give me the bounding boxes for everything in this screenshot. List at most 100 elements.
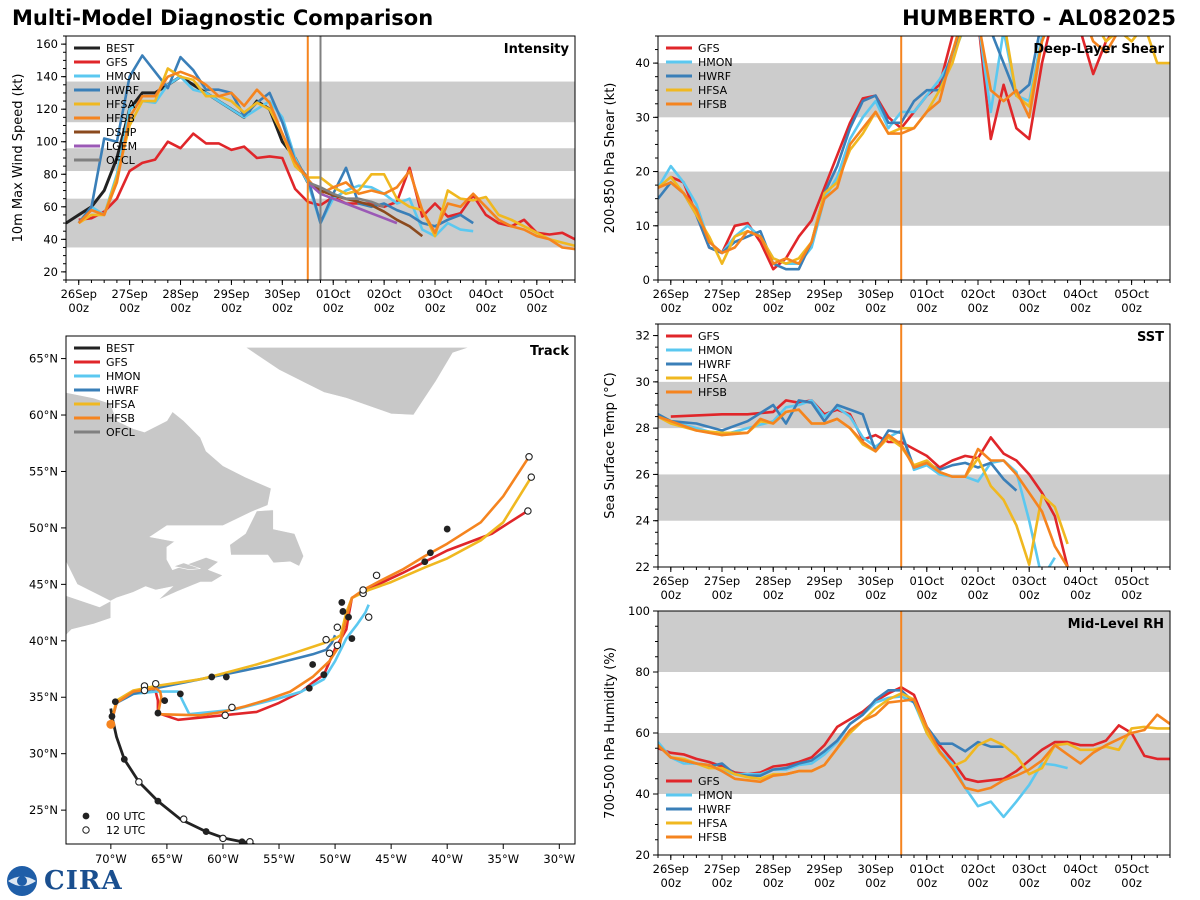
lon-tick-label: 55°W	[263, 852, 295, 866]
legend-label-12z: 12 UTC	[106, 824, 146, 837]
axes-frame	[65, 335, 576, 845]
x-tick-label: 03Oct	[1012, 287, 1047, 301]
lat-tick-label: 30°N	[29, 747, 58, 761]
track-point-00z	[108, 713, 116, 720]
legend-label-hfsb: HFSB	[106, 412, 135, 425]
track-point-00z	[426, 549, 434, 557]
legend-label-hfsa: HFSA	[698, 817, 728, 830]
x-tick-label: 05Oct	[1114, 574, 1149, 588]
x-tick-label-hour: 00z	[660, 301, 681, 315]
y-tick-label: 26	[635, 467, 650, 481]
track-point-12z	[246, 837, 254, 844]
x-tick-label-hour: 00z	[865, 301, 886, 315]
series-group	[658, 399, 1069, 567]
x-tick-label-hour: 00z	[814, 301, 835, 315]
legend-label-gfs: GFS	[698, 42, 720, 55]
panel-rh: 2040608010026Sep00z27Sep00z28Sep00z29Sep…	[603, 604, 1171, 890]
legend-label-hfsb: HFSB	[106, 112, 135, 125]
legend-label-best: BEST	[106, 42, 134, 55]
x-tick-label-hour: 00z	[814, 876, 835, 890]
x-tick-label-hour: 00z	[916, 876, 937, 890]
lat-tick-label: 55°N	[29, 464, 58, 478]
x-tick-label: 28Sep	[755, 862, 791, 876]
x-tick-label-hour: 00z	[1070, 876, 1091, 890]
lat-tick-label: 45°N	[29, 577, 58, 591]
track-point-12z	[140, 686, 149, 695]
lat-tick-label: 50°N	[29, 521, 58, 535]
x-tick-label: 04Oct	[469, 287, 504, 301]
lon-tick-label: 50°W	[319, 852, 351, 866]
legend-marker-12z	[82, 826, 90, 834]
x-tick-label: 29Sep	[806, 287, 842, 301]
y-tick-label: 80	[635, 665, 650, 679]
panel-title: Deep-Layer Shear	[1033, 42, 1164, 57]
y-tick-label: 100	[628, 604, 650, 618]
track-point-12z	[333, 623, 342, 632]
series-line-hwrf	[658, 399, 1018, 492]
lon-tick-label: 30°W	[543, 852, 575, 866]
track-point-12z	[525, 453, 533, 461]
shaded-band	[658, 474, 1170, 521]
legend-label-hfsb: HFSB	[698, 831, 727, 844]
shaded-band	[658, 381, 1170, 429]
legend-label-ofcl: OFCL	[106, 426, 136, 439]
x-tick-label: 05Oct	[1114, 287, 1149, 301]
panel-title: Track	[530, 344, 569, 359]
main-title: Multi-Model Diagnostic Comparison	[12, 6, 434, 30]
y-tick-label: 22	[635, 560, 650, 574]
x-tick-label: 27Sep	[704, 862, 740, 876]
track-point-00z	[202, 828, 210, 835]
legend-label-ofcl: OFCL	[106, 154, 136, 167]
y-tick-label: 28	[635, 421, 650, 435]
x-tick-label-hour: 00z	[1019, 301, 1040, 315]
x-tick-label-hour: 00z	[1121, 588, 1142, 602]
current-position-marker	[106, 719, 116, 729]
y-tick-label: 20	[635, 848, 650, 862]
track-point-00z	[208, 673, 216, 681]
x-tick-label-hour: 00z	[916, 588, 937, 602]
legend-label-dshp: DSHP	[106, 126, 137, 139]
legend-label-hfsb: HFSB	[698, 386, 727, 399]
x-tick-label-hour: 00z	[865, 876, 886, 890]
x-tick-label: 03Oct	[418, 287, 453, 301]
x-tick-label: 01Oct	[910, 862, 945, 876]
landmass-pei	[172, 562, 201, 571]
track-point-00z	[305, 684, 313, 692]
y-tick-label: 40	[43, 232, 58, 246]
track-point-12z	[179, 815, 188, 823]
legend-label-hwrf: HWRF	[698, 803, 731, 816]
panel-title: Mid-Level RH	[1068, 617, 1164, 632]
track-point-12z	[372, 571, 381, 580]
x-tick-label-hour: 00z	[272, 301, 293, 315]
track-line-hfsb	[109, 456, 531, 725]
y-tick-label: 30	[635, 110, 650, 124]
x-tick-label: 30Sep	[857, 862, 893, 876]
x-tick-label-hour: 00z	[763, 588, 784, 602]
track-point-00z	[320, 671, 328, 679]
x-tick-label-hour: 00z	[660, 588, 681, 602]
y-tick-label: 20	[43, 265, 58, 279]
x-tick-label: 04Oct	[1063, 862, 1098, 876]
series-line-hwrf	[77, 54, 474, 228]
x-tick-label: 29Sep	[806, 862, 842, 876]
x-tick-label-hour: 00z	[968, 588, 989, 602]
x-tick-label: 26Sep	[653, 574, 689, 588]
x-tick-label: 26Sep	[653, 287, 689, 301]
x-tick-label-hour: 00z	[221, 301, 242, 315]
x-tick-label: 26Sep	[61, 287, 97, 301]
y-axis-title: 700-500 hPa Humidity (%)	[603, 647, 618, 819]
cira-logo: CIRA	[44, 866, 123, 896]
x-tick-label-hour: 00z	[763, 876, 784, 890]
y-tick-label: 100	[36, 135, 58, 149]
map-layer	[66, 346, 536, 844]
lat-tick-label: 65°N	[29, 352, 58, 366]
track-point-00z	[154, 797, 162, 805]
x-tick-label: 02Oct	[961, 862, 996, 876]
x-tick-label-hour: 00z	[1121, 301, 1142, 315]
y-tick-label: 10	[635, 219, 650, 233]
x-tick-label-hour: 00z	[526, 301, 547, 315]
legend-label-hfsa: HFSA	[106, 398, 136, 411]
shaded-band	[658, 733, 1170, 794]
x-tick-label-hour: 00z	[712, 301, 733, 315]
